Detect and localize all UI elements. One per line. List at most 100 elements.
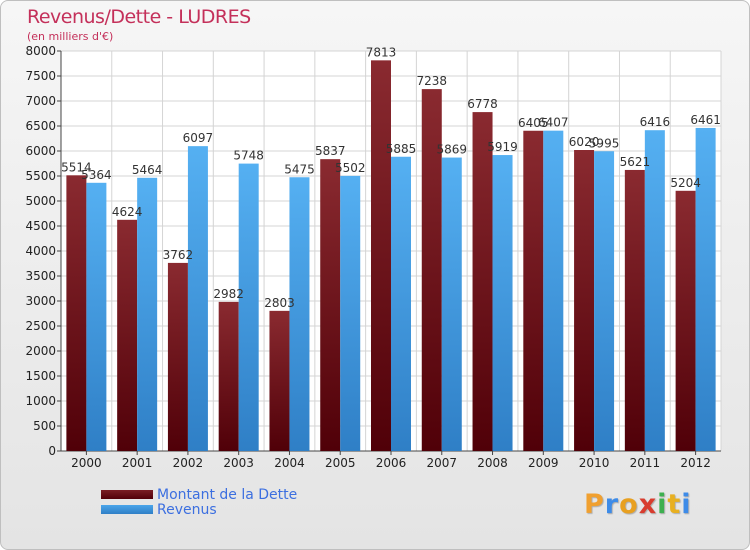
data-label-revenue: 5885: [386, 142, 417, 156]
data-label-debt: 7813: [366, 45, 397, 59]
y-tick-label: 5000: [25, 194, 56, 208]
bar-debt: [218, 301, 239, 451]
logo-letter: t: [667, 489, 682, 520]
y-tick-label: 5500: [25, 169, 56, 183]
x-tick-label: 2002: [173, 456, 204, 470]
legend-swatch-debt: [101, 489, 153, 499]
y-tick-label: 6000: [25, 144, 56, 158]
proxiti-logo: Proxiti: [584, 489, 692, 520]
data-label-debt: 6405: [518, 116, 549, 130]
data-label-debt: 4624: [112, 205, 143, 219]
x-tick-label: 2011: [630, 456, 661, 470]
data-label-debt: 6020: [569, 135, 600, 149]
logo-letter: i: [681, 489, 692, 520]
y-tick-label: 8000: [25, 44, 56, 58]
y-tick-label: 0: [48, 444, 56, 458]
data-label-revenue: 5475: [284, 162, 315, 176]
data-label-revenue: 6416: [640, 115, 671, 129]
data-label-revenue: 6407: [538, 116, 569, 130]
y-tick-label: 4500: [25, 219, 56, 233]
data-label-revenue: 5919: [487, 140, 518, 154]
bar-revenue: [594, 151, 615, 451]
legend-item-revenue: Revenus: [101, 503, 217, 517]
data-label-debt: 5514: [61, 160, 92, 174]
bar-revenue: [441, 157, 462, 452]
bar-debt: [523, 130, 544, 451]
y-tick-label: 7500: [25, 69, 56, 83]
y-tick-label: 6500: [25, 119, 56, 133]
data-label-revenue: 5464: [132, 163, 163, 177]
y-tick-label: 1000: [25, 394, 56, 408]
chart-title: Revenus/Dette - LUDRES: [27, 6, 251, 28]
data-labels: 5514 4624 3762 2982 2803 5837 7813 7238 6778 6405…: [61, 45, 721, 310]
x-tick-label: 2001: [122, 456, 153, 470]
y-tick-label: 3000: [25, 294, 56, 308]
y-tick-label: 7000: [25, 94, 56, 108]
x-tick-label: 2006: [376, 456, 407, 470]
data-label-debt: 7238: [416, 74, 447, 88]
data-label-debt: 5204: [670, 176, 701, 190]
bar-revenue: [695, 127, 716, 451]
bar-revenue: [391, 156, 411, 451]
bar-debt: [371, 60, 391, 451]
logo-letter: o: [619, 489, 639, 520]
logo-letter: P: [584, 489, 605, 520]
data-label-debt: 5621: [620, 155, 651, 169]
y-tick-label: 4000: [25, 244, 56, 258]
data-label-revenue: 5364: [81, 168, 112, 182]
logo-letter: i: [657, 489, 668, 520]
y-tick-label: 2500: [25, 319, 56, 333]
x-tick-label: 2003: [223, 456, 254, 470]
legend-label-debt: Montant de la Dette: [157, 487, 298, 503]
data-label-revenue: 6461: [690, 113, 721, 127]
x-tick-label: 2005: [325, 456, 356, 470]
x-tick-label: 2007: [426, 456, 457, 470]
data-label-revenue: 5869: [436, 143, 467, 157]
data-label-debt: 6778: [467, 97, 498, 111]
bar-debt: [66, 175, 87, 452]
bar-revenue: [187, 146, 208, 451]
data-label-debt: 2803: [264, 296, 295, 310]
x-tick-label: 2000: [71, 456, 102, 470]
x-tick-label: 2010: [579, 456, 610, 470]
data-label-debt: 2982: [213, 287, 244, 301]
logo-letter: r: [604, 489, 620, 520]
bar-debt: [574, 150, 595, 451]
legend-swatch-revenue: [101, 504, 153, 514]
bars: [66, 60, 716, 452]
bar-revenue: [644, 130, 665, 451]
bar-revenue: [86, 182, 107, 452]
x-tick-label: 2009: [528, 456, 559, 470]
bar-revenue: [289, 177, 310, 451]
x-tick-label: 2004: [274, 456, 305, 470]
data-label-revenue: 5995: [589, 136, 620, 150]
bar-debt: [472, 112, 493, 451]
legend-label-revenue: Revenus: [157, 502, 217, 518]
data-label-revenue: 6097: [183, 131, 214, 145]
bar-revenue: [492, 155, 513, 452]
x-tick-label: 2012: [680, 456, 711, 470]
y-tick-label: 3500: [25, 269, 56, 283]
bar-debt: [421, 89, 442, 451]
y-tick-label: 1500: [25, 369, 56, 383]
data-label-debt: 5837: [315, 144, 346, 158]
logo-letter: x: [638, 489, 658, 520]
bar-revenue: [238, 163, 259, 451]
bar-revenue: [137, 177, 158, 452]
x-tick-label: 2008: [477, 456, 508, 470]
bar-revenue: [543, 130, 564, 451]
data-label-revenue: 5502: [335, 161, 366, 175]
y-tick-label: 2000: [25, 344, 56, 358]
data-label-revenue: 5748: [233, 149, 264, 163]
bar-debt: [167, 262, 188, 451]
bar-debt: [320, 159, 341, 451]
bar-debt: [117, 219, 138, 451]
y-tick-label: 500: [33, 419, 56, 433]
chart-subtitle: (en milliers d'€): [27, 30, 114, 43]
bar-debt: [675, 190, 696, 452]
bar-revenue: [340, 175, 361, 451]
bar-debt: [624, 169, 645, 451]
bar-debt: [269, 310, 290, 451]
